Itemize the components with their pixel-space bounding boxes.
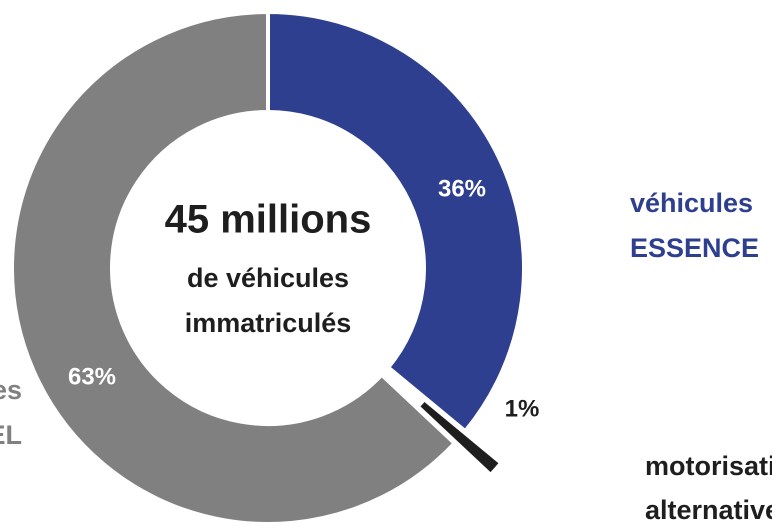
category-label: véhicules — [630, 188, 753, 218]
center-subtitle: immatriculés — [185, 308, 352, 338]
center-subtitle: de véhicules — [187, 263, 349, 293]
donut-segment — [414, 396, 505, 478]
donut-segment — [266, 9, 526, 434]
donut-segment — [10, 9, 458, 526]
value-label: 1% — [505, 395, 540, 422]
value-label: 36% — [438, 175, 486, 202]
value-label: 63% — [68, 363, 116, 390]
category-label: ESSENCE — [630, 233, 759, 263]
category-label: motorisations — [645, 451, 772, 481]
category-label: véhicules — [0, 375, 22, 405]
category-label: alternatives — [645, 495, 772, 525]
category-label: DIESEL — [0, 420, 22, 450]
center-title: 45 millions — [165, 198, 372, 242]
